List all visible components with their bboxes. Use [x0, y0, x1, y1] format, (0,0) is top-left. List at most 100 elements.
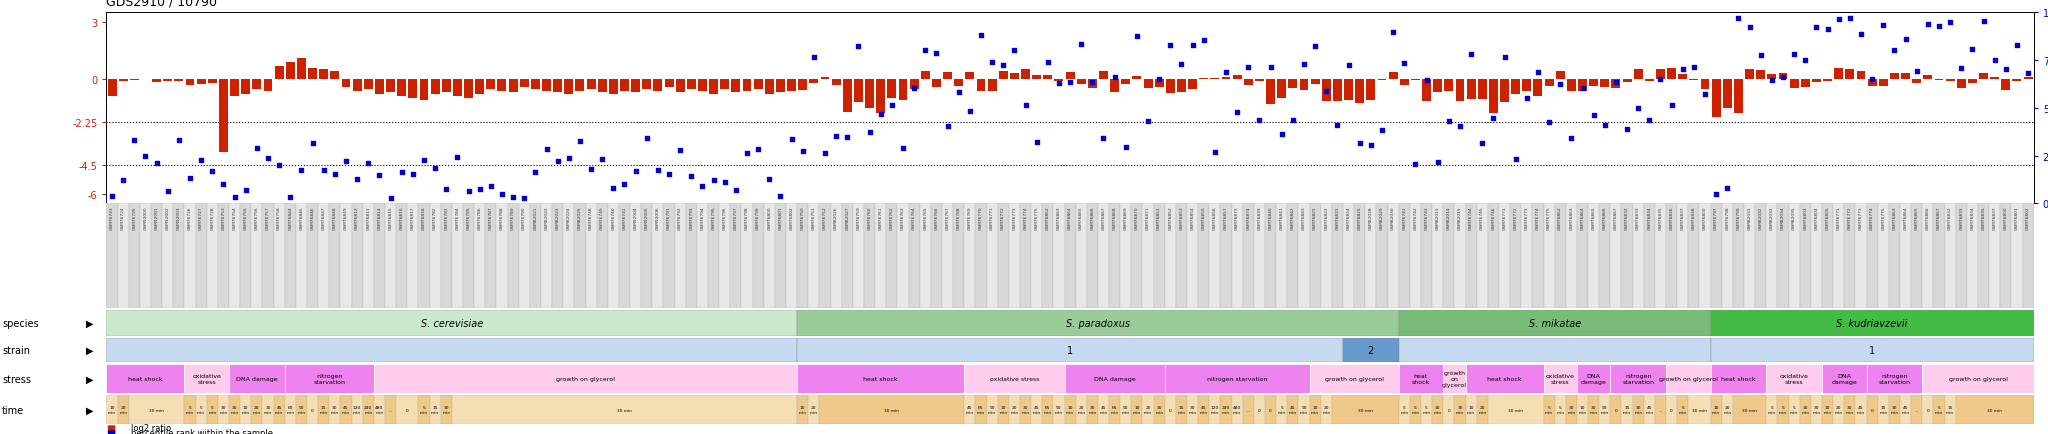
Point — [1710, 185, 1743, 192]
Bar — [1233, 76, 1241, 80]
Bar — [897, 204, 909, 308]
Bar — [1901, 74, 1911, 80]
Bar — [1765, 395, 1778, 424]
Point — [1532, 119, 1565, 126]
Text: GSM76797: GSM76797 — [1714, 206, 1718, 230]
Point — [1010, 102, 1042, 109]
Point — [1933, 19, 1966, 26]
Text: GSM82028: GSM82028 — [1368, 206, 1372, 230]
Text: GSM76791: GSM76791 — [668, 206, 672, 230]
Text: GSM76770: GSM76770 — [979, 206, 983, 230]
Bar — [274, 66, 283, 80]
Bar — [1978, 204, 1989, 308]
Bar — [1554, 204, 1567, 308]
Bar — [1010, 395, 1020, 424]
Bar — [842, 204, 852, 308]
Point — [1946, 66, 1978, 72]
Point — [152, 187, 184, 194]
Point — [1845, 32, 1878, 39]
Bar — [217, 204, 229, 308]
Point — [1075, 79, 1108, 86]
Point — [1911, 21, 1944, 28]
Bar — [240, 204, 252, 308]
Text: GSM76758: GSM76758 — [276, 206, 281, 230]
Bar — [1923, 76, 1933, 80]
Bar — [573, 204, 586, 308]
Text: GSM82015: GSM82015 — [1458, 206, 1462, 230]
Bar — [418, 395, 430, 424]
Text: GSM76865: GSM76865 — [1915, 206, 1919, 230]
Bar — [342, 80, 350, 88]
Text: 45
min: 45 min — [1858, 405, 1866, 414]
Point — [696, 178, 729, 184]
Text: GSM76782: GSM76782 — [432, 206, 436, 230]
Bar — [430, 204, 440, 308]
Text: GSM76725: GSM76725 — [133, 206, 137, 230]
Bar — [1890, 73, 1898, 80]
Bar — [117, 204, 129, 308]
Text: GSM76793: GSM76793 — [690, 206, 694, 230]
Point — [596, 185, 629, 192]
Text: GSM76867: GSM76867 — [1102, 206, 1106, 230]
Bar — [1556, 72, 1565, 80]
Bar — [518, 204, 530, 308]
Bar — [1221, 204, 1231, 308]
Bar — [1276, 204, 1288, 308]
Text: 30 min: 30 min — [1358, 408, 1372, 412]
Text: GSM76743: GSM76743 — [1425, 206, 1430, 230]
Text: GSM76750: GSM76750 — [801, 206, 805, 230]
Text: DNA
damage: DNA damage — [1581, 373, 1606, 384]
Point — [1020, 139, 1053, 146]
Point — [1477, 115, 1509, 122]
Bar — [1466, 395, 1477, 424]
Text: GSM76757: GSM76757 — [266, 206, 270, 230]
Bar — [1888, 395, 1901, 424]
Bar — [453, 395, 797, 424]
Text: GSM76824: GSM76824 — [1348, 206, 1350, 230]
Point — [1466, 141, 1499, 148]
Bar — [1767, 75, 1776, 80]
Bar — [1042, 76, 1053, 80]
Point — [686, 183, 719, 190]
Text: GSM76802: GSM76802 — [2025, 206, 2030, 230]
Bar — [317, 395, 330, 424]
Text: GSM76867: GSM76867 — [1937, 206, 1942, 230]
Text: GSM76832: GSM76832 — [1624, 206, 1628, 230]
Text: S. paradoxus: S. paradoxus — [1065, 319, 1130, 328]
Bar — [1599, 204, 1610, 308]
Bar — [1532, 204, 1544, 308]
Bar — [1130, 204, 1143, 308]
Text: growth on glycerol: growth on glycerol — [557, 376, 614, 381]
Bar — [819, 395, 965, 424]
Bar — [1276, 395, 1288, 424]
Text: GSM76835: GSM76835 — [1982, 206, 1985, 230]
Bar — [1823, 365, 1866, 393]
Bar — [1343, 339, 1399, 362]
Bar — [440, 395, 453, 424]
Point — [418, 165, 451, 172]
Text: GSM76857: GSM76857 — [1225, 206, 1229, 230]
Text: S. mikatae: S. mikatae — [1528, 319, 1581, 328]
Text: 45
min: 45 min — [342, 405, 350, 414]
Point — [1042, 80, 1075, 87]
Text: 20
min: 20 min — [1722, 405, 1731, 414]
Bar — [608, 80, 618, 95]
Text: GSM76785: GSM76785 — [467, 206, 471, 230]
Point — [1700, 191, 1733, 198]
Bar — [1544, 395, 1554, 424]
Bar — [1389, 204, 1399, 308]
Bar — [1288, 204, 1298, 308]
Bar — [307, 204, 317, 308]
Text: 10
min: 10 min — [999, 405, 1008, 414]
Text: 20
min: 20 min — [1323, 405, 1331, 414]
Bar — [641, 204, 653, 308]
Bar — [184, 204, 197, 308]
Point — [897, 85, 930, 92]
Bar — [920, 204, 932, 308]
Text: GSM82030: GSM82030 — [1391, 206, 1395, 230]
Bar — [197, 395, 207, 424]
Bar — [874, 204, 887, 308]
Text: 0: 0 — [1870, 408, 1874, 412]
Bar — [1030, 395, 1042, 424]
Bar — [899, 80, 907, 101]
